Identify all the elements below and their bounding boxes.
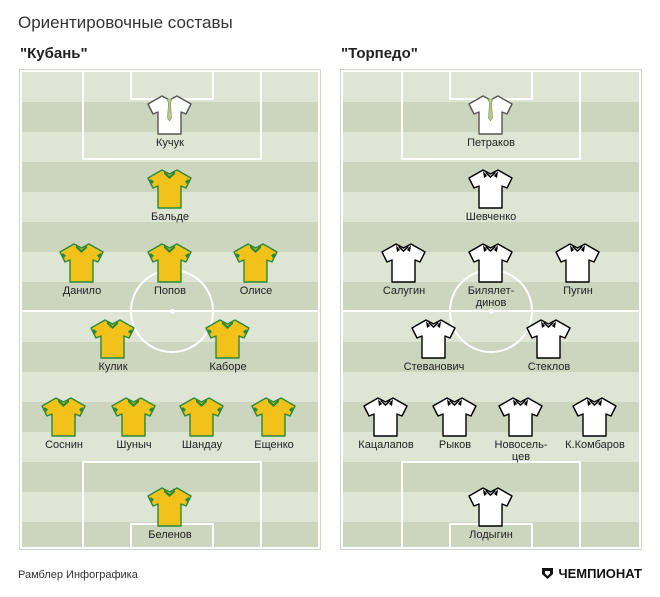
shirt-icon bbox=[533, 242, 623, 284]
shirt-icon bbox=[446, 486, 536, 528]
player-kuban: Беленов bbox=[125, 486, 215, 541]
player-kuban: Каборе bbox=[183, 318, 273, 373]
shirt-icon bbox=[125, 168, 215, 210]
centre-spot bbox=[170, 309, 175, 314]
penalty-area-bottom bbox=[401, 461, 581, 547]
player-kuban: Олисе bbox=[211, 242, 301, 297]
player-kuban: Соснин bbox=[19, 396, 109, 451]
player-name: Шуныч bbox=[116, 439, 152, 451]
player-kuban: Кулик bbox=[68, 318, 158, 373]
player-kuban: Кучук bbox=[125, 94, 215, 149]
shirt-icon bbox=[550, 396, 640, 438]
player-kuban: Шуныч bbox=[89, 396, 179, 451]
player-name: Бальде bbox=[150, 211, 190, 223]
championat-logo-icon bbox=[542, 568, 554, 579]
player-name: Стеклов bbox=[527, 361, 571, 373]
penalty-area-top bbox=[401, 72, 581, 160]
shirt-icon bbox=[476, 396, 566, 438]
shirt-icon bbox=[68, 318, 158, 360]
player-name: Олисе bbox=[239, 285, 273, 297]
goalkeeper-shirt-icon bbox=[125, 94, 215, 136]
shirt-icon bbox=[389, 318, 479, 360]
player-name: Пугин bbox=[563, 285, 593, 297]
team-name-kuban: "Кубань" bbox=[20, 45, 88, 62]
player-name: Шевченко bbox=[465, 211, 517, 223]
shirt-icon bbox=[211, 242, 301, 284]
shirt-icon bbox=[157, 396, 247, 438]
shirt-icon bbox=[504, 318, 594, 360]
player-name: К.Комбаров bbox=[565, 439, 625, 451]
player-torpedo: Кацалапов bbox=[341, 396, 431, 451]
player-name: Рыков bbox=[438, 439, 472, 451]
player-name: Кучук bbox=[156, 137, 184, 149]
shirt-icon bbox=[19, 396, 109, 438]
page-title: Ориентировочные составы bbox=[18, 13, 233, 32]
player-name: Шандау bbox=[181, 439, 223, 451]
player-torpedo: Новосель- цев bbox=[476, 396, 566, 463]
brand-logo: ЧЕМПИОНАТ bbox=[541, 566, 642, 581]
player-name: Салугин bbox=[382, 285, 426, 297]
shirt-icon bbox=[359, 242, 449, 284]
penalty-area-top bbox=[82, 72, 262, 160]
player-torpedo: К.Комбаров bbox=[550, 396, 640, 451]
player-torpedo: Стеклов bbox=[504, 318, 594, 373]
shirt-icon bbox=[125, 486, 215, 528]
player-name: Билялет- динов bbox=[467, 285, 515, 309]
player-name: Петраков bbox=[467, 137, 515, 149]
source-credit: Рамблер Инфографика bbox=[18, 569, 138, 581]
team-name-torpedo: "Торпедо" bbox=[341, 45, 418, 62]
shirt-icon bbox=[37, 242, 127, 284]
player-kuban: Бальде bbox=[125, 168, 215, 223]
shirt-icon bbox=[341, 396, 431, 438]
player-name: Данило bbox=[62, 285, 102, 297]
player-name: Соснин bbox=[45, 439, 83, 451]
player-name: Каборе bbox=[209, 361, 247, 373]
player-name: Ещенко bbox=[254, 439, 294, 451]
player-name: Беленов bbox=[148, 529, 192, 541]
player-torpedo: Лодыгин bbox=[446, 486, 536, 541]
player-name: Попов bbox=[154, 285, 186, 297]
player-name: Лодыгин bbox=[469, 529, 513, 541]
player-torpedo: Шевченко bbox=[446, 168, 536, 223]
shirt-icon bbox=[446, 168, 536, 210]
player-torpedo: Стеванович bbox=[389, 318, 479, 373]
shirt-icon bbox=[125, 242, 215, 284]
goalkeeper-shirt-icon bbox=[446, 94, 536, 136]
shirt-icon bbox=[183, 318, 273, 360]
player-name: Кацалапов bbox=[358, 439, 414, 451]
player-kuban: Шандау bbox=[157, 396, 247, 451]
player-torpedo: Петраков bbox=[446, 94, 536, 149]
pitch-kuban bbox=[19, 69, 321, 550]
player-kuban: Данило bbox=[37, 242, 127, 297]
pitch-torpedo bbox=[340, 69, 642, 550]
player-kuban: Попов bbox=[125, 242, 215, 297]
player-kuban: Ещенко bbox=[229, 396, 319, 451]
player-name: Новосель- цев bbox=[494, 439, 548, 463]
player-torpedo: Рыков bbox=[410, 396, 500, 451]
player-torpedo: Пугин bbox=[533, 242, 623, 297]
player-torpedo: Салугин bbox=[359, 242, 449, 297]
shirt-icon bbox=[89, 396, 179, 438]
shirt-icon bbox=[410, 396, 500, 438]
player-torpedo: Билялет- динов bbox=[446, 242, 536, 309]
penalty-area-bottom bbox=[82, 461, 262, 547]
centre-spot bbox=[489, 309, 494, 314]
shirt-icon bbox=[446, 242, 536, 284]
player-name: Стеванович bbox=[403, 361, 465, 373]
player-name: Кулик bbox=[98, 361, 128, 373]
shirt-icon bbox=[229, 396, 319, 438]
